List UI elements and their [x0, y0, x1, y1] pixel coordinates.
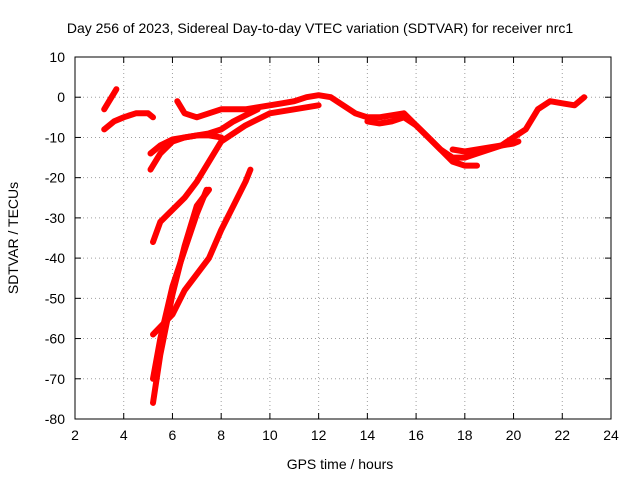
x-tick-label: 10: [262, 427, 278, 443]
x-tick-label: 24: [603, 427, 619, 443]
chart-title: Day 256 of 2023, Sidereal Day-to-day VTE…: [67, 20, 573, 36]
series-track-j: [364, 114, 480, 169]
x-tick-label: 22: [554, 427, 570, 443]
x-tick-label: 14: [360, 427, 376, 443]
series-track-e: [150, 102, 322, 245]
y-tick-label: -30: [45, 210, 65, 226]
x-tick-label: 8: [217, 427, 225, 443]
x-tick-label: 12: [311, 427, 327, 443]
y-tick-label: -80: [45, 411, 65, 427]
plot-frame: [74, 56, 612, 420]
series-track-i: [174, 92, 588, 161]
y-tick-label: -10: [45, 129, 65, 145]
x-tick-labels: 2 4 6 8 10 12 14 16 18 20 22 24: [71, 427, 619, 443]
grid: [75, 57, 611, 419]
x-axis-label: GPS time / hours: [287, 456, 394, 472]
y-tick-label: 10: [49, 49, 65, 65]
y-tick-labels: -80 -70 -60 -50 -40 -30 -20 -10 0 10: [45, 49, 65, 427]
y-tick-label: -60: [45, 331, 65, 347]
y-axis-label: SDTVAR / TECUs: [5, 182, 21, 294]
series-track-k: [449, 138, 522, 155]
series-track-b: [101, 110, 156, 133]
y-tick-label: 0: [57, 89, 65, 105]
y-tick-label: -70: [45, 371, 65, 387]
x-tick-label: 4: [120, 427, 128, 443]
y-tick-label: -50: [45, 290, 65, 306]
series-track-d: [147, 132, 225, 173]
series-track-g: [150, 186, 210, 382]
y-tick-label: -20: [45, 170, 65, 186]
series-track-h: [150, 166, 254, 338]
x-tick-label: 2: [71, 427, 79, 443]
x-tick-label: 16: [408, 427, 424, 443]
x-tick-label: 20: [506, 427, 522, 443]
x-tick-label: 6: [169, 427, 177, 443]
x-tick-label: 18: [457, 427, 473, 443]
axis-ticks: [74, 56, 612, 420]
series-group: [101, 86, 588, 406]
y-tick-label: -40: [45, 250, 65, 266]
series-track-a: [101, 86, 120, 113]
